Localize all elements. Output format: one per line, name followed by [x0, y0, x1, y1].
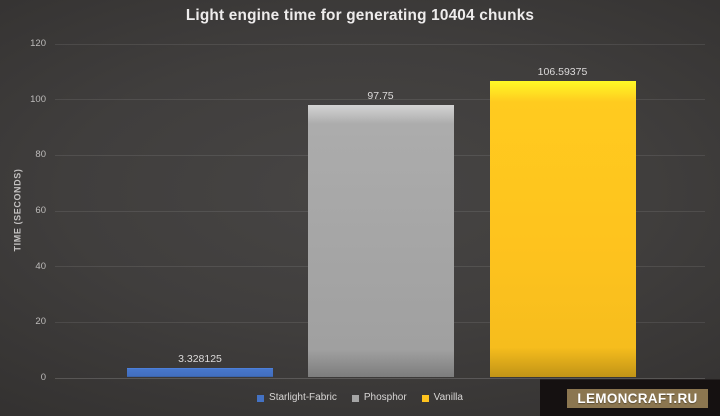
bar-starlight-fabric [127, 368, 273, 378]
bar-vanilla [489, 80, 636, 378]
gridline-100 [55, 99, 705, 101]
y-tick-label-80: 80 [35, 149, 46, 161]
y-tick-label-120: 120 [30, 38, 46, 49]
value-label-phosphor: 97.75 [367, 90, 394, 103]
y-tick-label-60: 60 [35, 205, 46, 216]
bar-phosphor [307, 105, 454, 378]
y-tick-label-0: 0 [40, 372, 46, 383]
y-tick-label-100: 100 [30, 93, 46, 105]
y-tick-label-40: 40 [35, 260, 46, 272]
value-label-starlight-fabric: 3.328125 [178, 353, 222, 366]
legend-label: Starlight-Fabric [269, 392, 337, 403]
watermark-text: LEMONCRAFT.RU [567, 389, 708, 408]
legend-label: Phosphor [363, 392, 407, 403]
value-label-vanilla: 106.59375 [537, 65, 588, 78]
gridline-0 [55, 377, 705, 379]
gridline-120 [55, 43, 705, 45]
legend-label: Vanilla [433, 392, 463, 403]
legend-swatch-icon [257, 394, 265, 402]
watermark-badge: LEMONCRAFT.RU [540, 379, 720, 416]
legend-swatch-icon [421, 394, 429, 402]
legend-item-phosphor: Phosphor [351, 392, 407, 403]
chart-title: Light engine time for generating 10404 c… [185, 7, 535, 24]
legend-swatch-icon [351, 394, 359, 402]
chart-legend: Starlight-Fabric Phosphor Vanilla [0, 391, 720, 405]
y-tick-label-20: 20 [35, 316, 46, 328]
legend-item-starlight-fabric: Starlight-Fabric [257, 393, 337, 403]
y-axis-title: TIME (SECONDS) [12, 168, 22, 252]
y-axis: TIME (SECONDS) [2, 43, 32, 377]
legend-item-vanilla: Vanilla [421, 392, 463, 403]
